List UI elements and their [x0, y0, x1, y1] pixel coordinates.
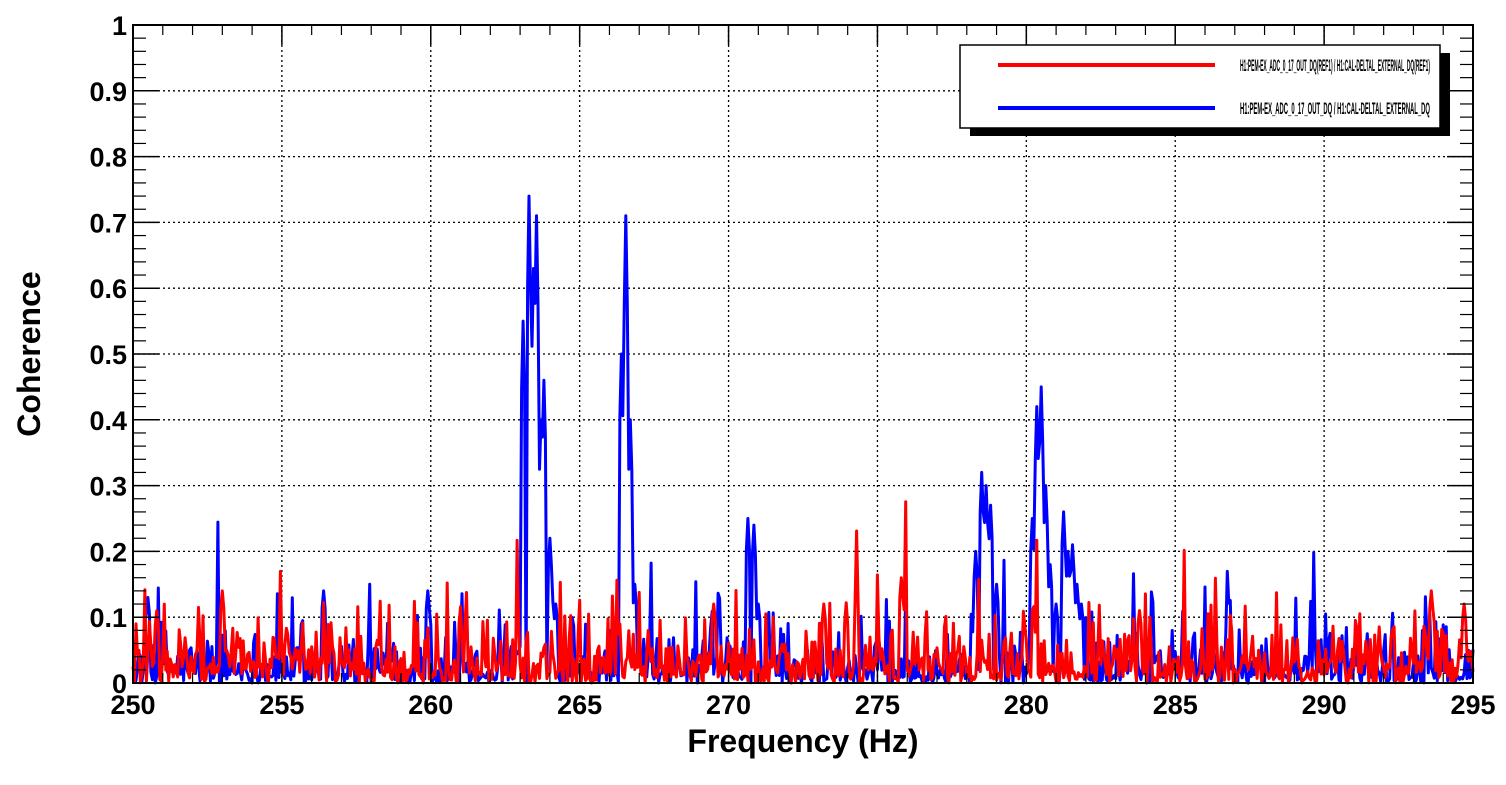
y-tick-label: 0.4 — [89, 406, 127, 436]
y-tick-label: 0.9 — [89, 77, 127, 107]
x-tick-label: 275 — [855, 690, 900, 720]
legend-box — [959, 44, 1441, 129]
y-tick-label: 0.7 — [89, 208, 127, 238]
y-tick-label: 0.8 — [89, 143, 127, 173]
y-tick-label: 1 — [112, 11, 127, 41]
x-axis-title: Frequency (Hz) — [687, 723, 918, 759]
x-tick-label: 260 — [408, 690, 453, 720]
x-tick-labels: 250 255 260 265 270 275 280 285 290 295 — [110, 690, 1495, 720]
y-tick-label: 0.1 — [89, 603, 127, 633]
x-tick-label: 270 — [706, 690, 751, 720]
x-tick-label: 295 — [1450, 690, 1495, 720]
legend: H1:PEM-EX_ADC_0_17_OUT_DQ(REF1) / H1:CAL… — [959, 44, 1450, 136]
y-tick-label: 0 — [112, 669, 127, 699]
series-line-reference — [131, 500, 1475, 685]
series-layer — [131, 194, 1475, 685]
y-tick-label: 0.3 — [89, 472, 127, 502]
y-tick-labels: 0 0.1 0.2 0.3 0.4 0.5 0.6 0.7 0.8 0.9 1 — [89, 11, 127, 699]
legend-entry-reference: H1:PEM-EX_ADC_0_17_OUT_DQ(REF1) / H1:CAL… — [1240, 56, 1430, 75]
y-tick-label: 0.6 — [89, 274, 127, 304]
legend-entry-measured: H1:PEM-EX_ADC_0_17_OUT_DQ / H1:CAL-DELTA… — [1240, 99, 1430, 118]
y-tick-label: 0.5 — [89, 340, 127, 370]
x-tick-label: 255 — [259, 690, 304, 720]
y-axis-title: Coherence — [11, 271, 47, 436]
x-tick-label: 265 — [557, 690, 602, 720]
x-tick-label: 290 — [1302, 690, 1347, 720]
axis-ticks — [132, 24, 1474, 684]
x-tick-label: 280 — [1004, 690, 1049, 720]
x-tick-label: 285 — [1153, 690, 1198, 720]
y-tick-label: 0.2 — [89, 537, 127, 567]
x-tick-label: 250 — [110, 690, 155, 720]
